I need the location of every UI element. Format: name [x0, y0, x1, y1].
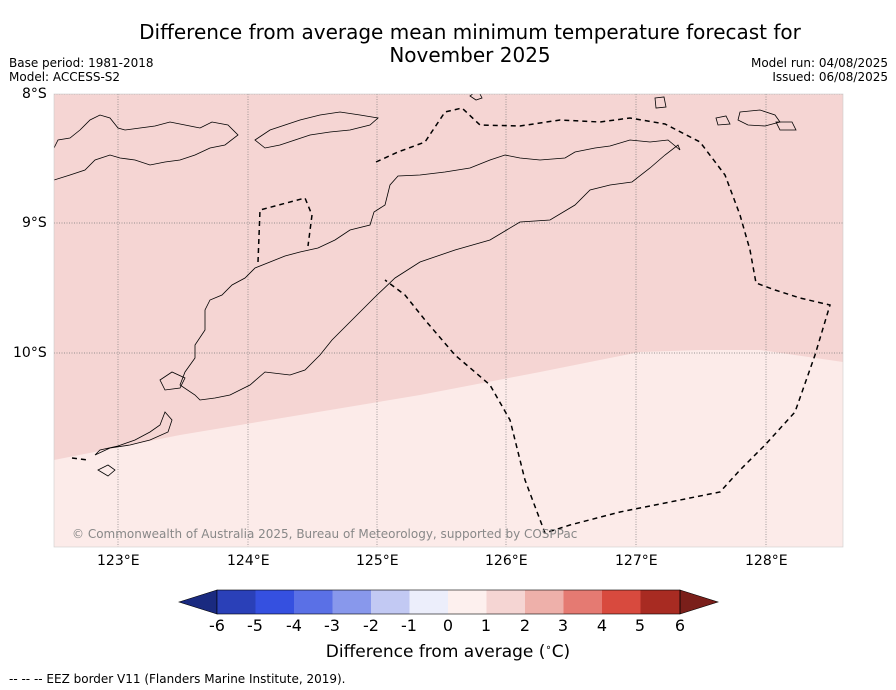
lon-label: 127°E: [615, 553, 658, 569]
colorbar-bin: [332, 590, 371, 614]
colorbar-bin: [371, 590, 410, 614]
colorbar-tick: 4: [596, 616, 608, 635]
lat-label: 10°S: [13, 345, 47, 361]
colorbar-bin: [602, 590, 641, 614]
colorbar-tick: 3: [557, 616, 569, 635]
colorbar-title: Difference from average (∘C): [325, 642, 571, 662]
northern-islet: [469, 94, 483, 101]
eez-border: [71, 107, 831, 534]
colorbar-tick: -2: [363, 616, 379, 635]
colorbar-bin: [217, 590, 256, 614]
lat-label: 9°S: [22, 215, 47, 231]
eez-footer-note: -- -- -- EEZ border V11 (Flanders Marine…: [9, 672, 346, 686]
colorbar-extend-low: [178, 589, 218, 615]
issued-date: Issued: 06/08/2025: [772, 70, 888, 84]
base-period: Base period: 1981-2018: [9, 56, 154, 70]
colorbar-bin: [294, 590, 333, 614]
model-name: Model: ACCESS-S2: [9, 70, 121, 84]
lon-label: 128°E: [745, 553, 788, 569]
colorbar-bin: [525, 590, 564, 614]
flores-outline: [54, 114, 239, 181]
colorbar-bin: [409, 590, 448, 614]
semau-outline: [97, 464, 116, 477]
colorbar-extend-high: [679, 589, 719, 615]
colorbar-tick: -3: [324, 616, 340, 635]
lon-label: 124°E: [227, 553, 270, 569]
lat-label: 8°S: [22, 86, 47, 102]
colorbar-tick: 6: [674, 616, 686, 635]
colorbar-bin: [563, 590, 602, 614]
rote-outline: [94, 411, 173, 456]
colorbar-bin: [486, 590, 525, 614]
model-run: Model run: 04/08/2025: [750, 56, 888, 70]
colorbar-tick: -6: [209, 616, 225, 635]
copyright-text: © Commonwealth of Australia 2025, Bureau…: [72, 527, 577, 541]
colorbar-tick: 0: [442, 616, 454, 635]
colorbar-bin: [640, 590, 680, 614]
colorbar-tick: -1: [401, 616, 417, 635]
alor-outline: [254, 111, 379, 149]
colorbar: [178, 589, 719, 615]
gridlines: [54, 94, 843, 547]
colorbar-tick: -5: [247, 616, 263, 635]
colorbar-bin: [448, 590, 487, 614]
colorbar-tick: 2: [519, 616, 531, 635]
sawu-outline: [159, 371, 186, 391]
map-shading-south: [54, 350, 843, 547]
timor-island-outline: [179, 139, 681, 401]
colorbar-frame: [216, 589, 681, 615]
small-island-2: [654, 96, 667, 109]
colorbar-tick: 5: [634, 616, 646, 635]
lon-label: 125°E: [356, 553, 399, 569]
map-title-line1: Difference from average mean minimum tem…: [139, 20, 801, 44]
lon-label: 126°E: [485, 553, 528, 569]
lon-label: 123°E: [97, 553, 140, 569]
wetar-outline: [737, 109, 781, 127]
small-island-3: [715, 115, 731, 126]
colorbar-tick: 1: [480, 616, 492, 635]
colorbar-bin: [255, 590, 294, 614]
coastlines: [54, 94, 797, 477]
colorbar-tick: -4: [286, 616, 302, 635]
map-title-line2: November 2025: [389, 43, 551, 67]
small-island-1: [775, 121, 797, 131]
map-frame: [53, 93, 844, 548]
